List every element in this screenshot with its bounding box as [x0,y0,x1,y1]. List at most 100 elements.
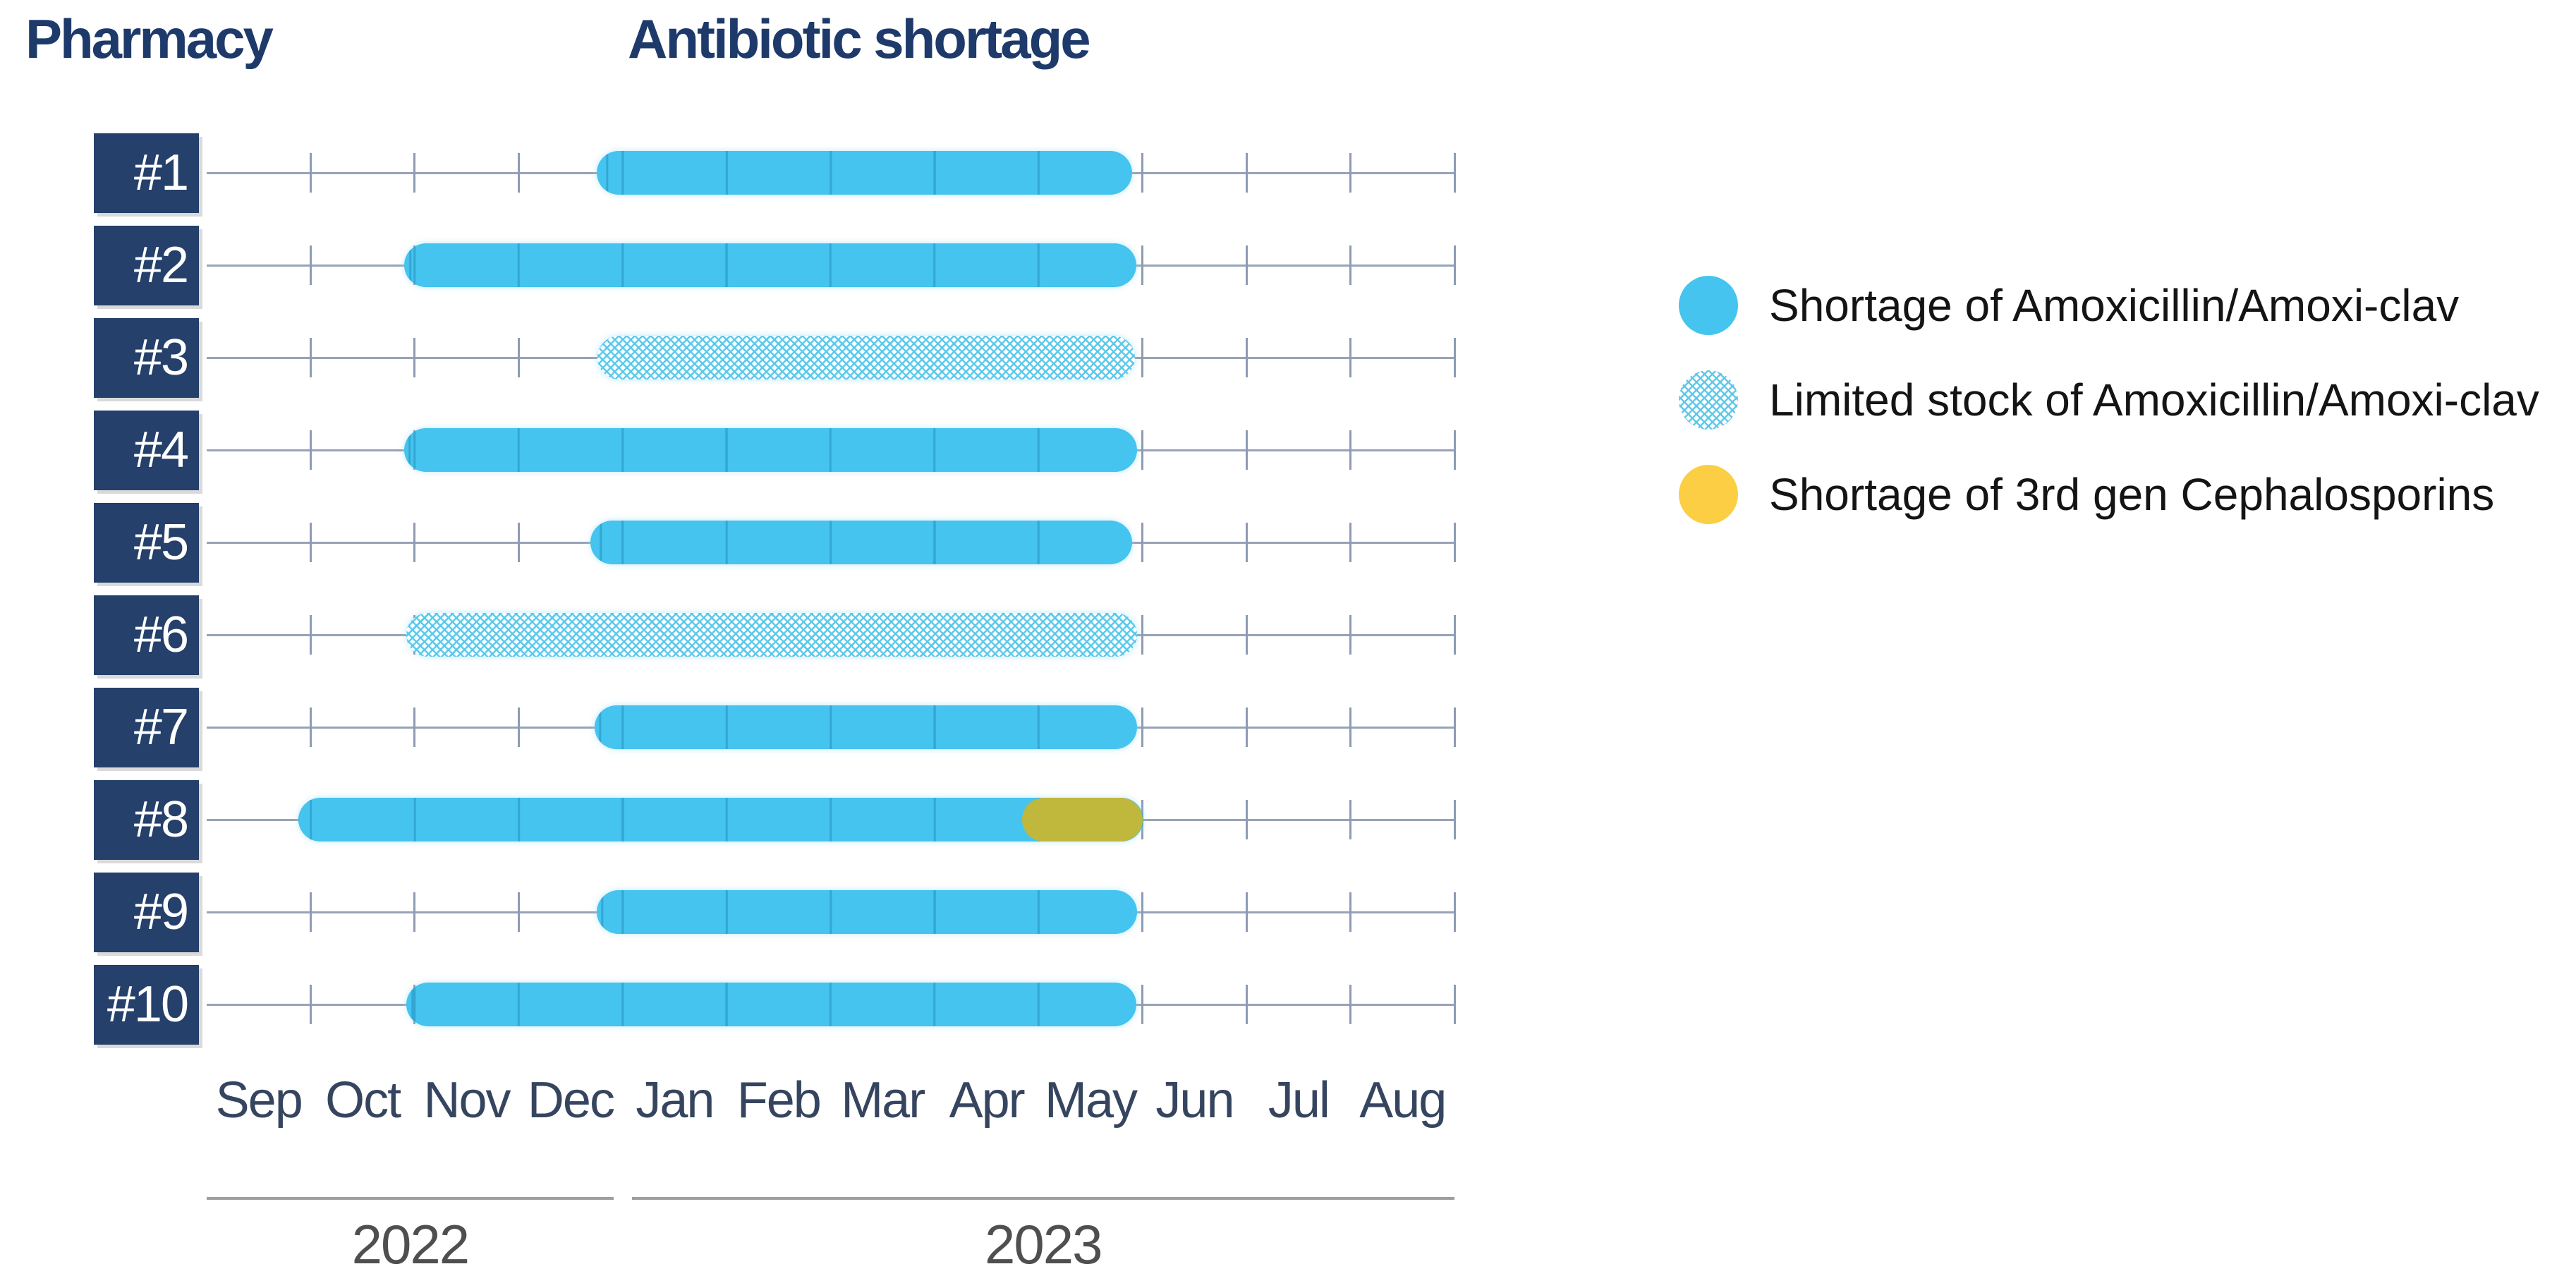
month-tick [1349,430,1352,470]
month-tick [517,153,520,193]
month-tick [1245,615,1248,655]
month-tick [1245,985,1248,1024]
month-label-nov: Nov [423,1072,511,1129]
legend-label: Shortage of 3rd gen Cephalosporins [1769,469,2495,520]
month-tick [309,245,312,285]
month-tick [1349,245,1352,285]
row-label-pharmacy-1: #1 [94,133,199,213]
month-tick [309,153,312,193]
month-tick [1349,892,1352,932]
legend: Shortage of Amoxicillin/Amoxi-clav Limit… [1679,276,2539,559]
month-tick [1245,338,1248,377]
month-tick [1453,153,1456,193]
month-tick [1141,892,1144,932]
month-tick [1349,153,1352,193]
month-tick [1453,985,1456,1024]
month-tick [1141,338,1144,377]
row-label-pharmacy-9: #9 [94,872,199,952]
month-tick [1453,615,1456,655]
row-label-pharmacy-3: #3 [94,317,199,398]
month-tick [1453,707,1456,747]
month-tick [1349,523,1352,562]
month-tick [1453,430,1456,470]
shortage-bar [594,705,1138,749]
month-tick [1245,707,1248,747]
month-label-apr: Apr [949,1072,1026,1129]
solid-blue-circle-icon [1679,276,1738,335]
month-label-oct: Oct [325,1072,401,1129]
shortage-bar [404,243,1136,287]
shortage-bar [596,890,1138,934]
shortage-bar [406,983,1136,1026]
month-tick [1245,800,1248,839]
month-tick [1453,892,1456,932]
row-label-pharmacy-2: #2 [94,225,199,305]
shortage-bar [596,151,1132,195]
row-label-pharmacy-5: #5 [94,502,199,583]
legend-item-limited-stock-amoxicillin: Limited stock of Amoxicillin/Amoxi-clav [1679,370,2539,430]
month-tick [1349,338,1352,377]
month-tick [1141,153,1144,193]
month-tick [1141,430,1144,470]
month-tick [309,985,312,1024]
month-tick [309,523,312,562]
month-label-feb: Feb [736,1072,822,1129]
row-label-pharmacy-8: #8 [94,779,199,860]
month-tick [413,153,416,193]
limited-stock-bar [597,336,1136,379]
row-label-pharmacy-7: #7 [94,687,199,767]
month-tick [309,707,312,747]
month-label-jun: Jun [1155,1072,1234,1129]
month-label-sep: Sep [215,1072,303,1129]
month-tick [1245,245,1248,285]
month-tick [1349,615,1352,655]
month-tick [413,707,416,747]
month-tick [1141,707,1144,747]
month-tick [517,707,520,747]
month-tick [413,338,416,377]
month-tick [1245,523,1248,562]
month-tick [1349,800,1352,839]
month-tick [1349,985,1352,1024]
month-tick [1245,153,1248,193]
hatched-light-blue-circle-icon [1679,370,1738,430]
month-tick [1245,892,1248,932]
year-label-2022: 2022 [351,1213,470,1275]
limited-stock-bar [406,613,1138,657]
shortage-bar [590,521,1132,564]
month-tick [413,892,416,932]
month-tick [1245,430,1248,470]
month-label-may: May [1045,1072,1138,1129]
month-label-mar: Mar [841,1072,925,1129]
row-label-pharmacy-4: #4 [94,410,199,490]
month-tick [1453,800,1456,839]
year-divider-line-2022 [207,1197,614,1200]
month-tick [1141,985,1144,1024]
month-tick [309,430,312,470]
month-tick [309,338,312,377]
month-tick [1453,245,1456,285]
shortage-bar [298,798,1144,842]
pharmacy-axis-title: Pharmacy [25,8,274,70]
month-tick [1141,245,1144,285]
month-label-dec: Dec [527,1072,615,1129]
month-tick [309,615,312,655]
year-label-2023: 2023 [985,1213,1103,1275]
month-tick [517,338,520,377]
legend-label: Limited stock of Amoxicillin/Amoxi-clav [1769,375,2539,425]
month-tick [1141,523,1144,562]
row-label-pharmacy-6: #6 [94,595,199,675]
month-tick [1349,707,1352,747]
solid-gold-circle-icon [1679,465,1738,524]
month-tick [517,892,520,932]
month-label-aug: Aug [1359,1072,1447,1129]
month-tick [1141,615,1144,655]
month-tick [413,523,416,562]
year-divider-line-2023 [631,1197,1454,1200]
cephalosporin-shortage-bar [1021,798,1143,842]
legend-item-shortage-amoxicillin: Shortage of Amoxicillin/Amoxi-clav [1679,276,2539,335]
legend-item-shortage-cephalosporins: Shortage of 3rd gen Cephalosporins [1679,465,2539,524]
month-tick [1453,523,1456,562]
legend-label: Shortage of Amoxicillin/Amoxi-clav [1769,280,2460,331]
